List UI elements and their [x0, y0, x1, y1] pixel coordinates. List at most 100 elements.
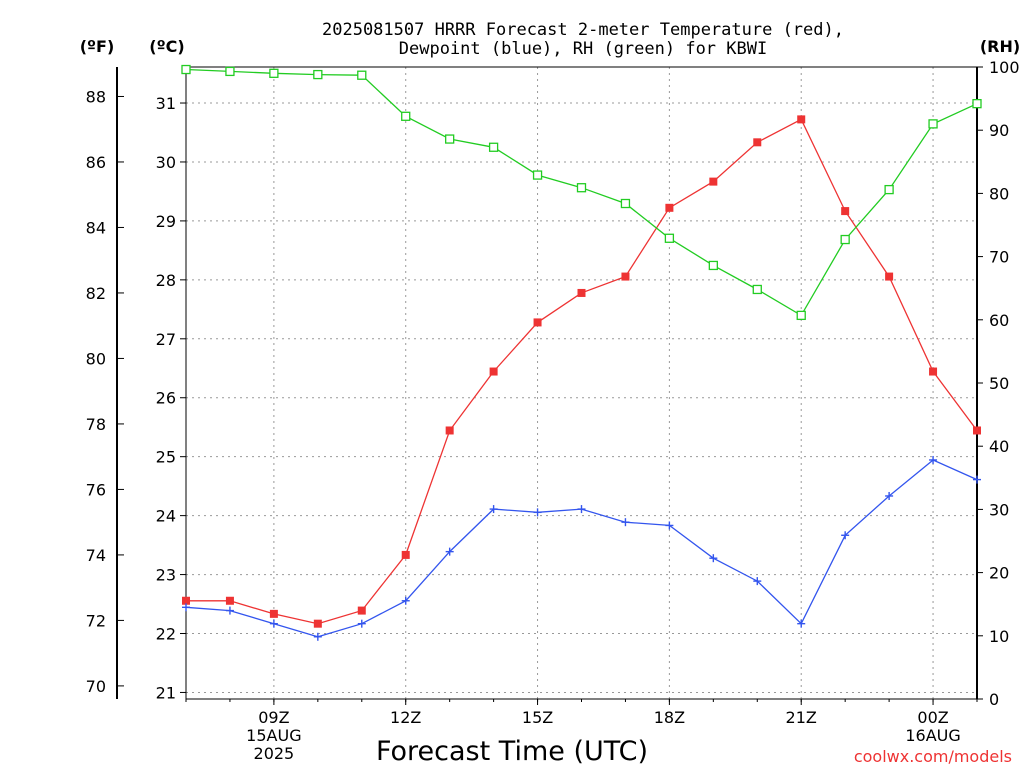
chart-title-line-2: Dewpoint (blue), RH (green) for KBWI [399, 39, 767, 59]
x-tick-label: 18Z [654, 708, 685, 727]
rh-point [840, 234, 850, 245]
temperature-point [225, 596, 234, 605]
dewpoint-point [357, 619, 366, 628]
rh-point [708, 260, 718, 271]
temperature-point [445, 426, 454, 435]
rh-tick-label: 30 [989, 500, 1009, 519]
rh-tick-label: 70 [989, 248, 1009, 267]
rh-point [576, 183, 587, 193]
c-tick-label: 21 [156, 683, 176, 702]
x-tick-label: 15AUG [246, 726, 301, 745]
x-axis-label: Forecast Time (UTC) [376, 736, 648, 767]
c-tick-label: 26 [156, 389, 176, 408]
c-tick-label: 25 [156, 448, 176, 467]
c-tick-label: 23 [156, 566, 176, 585]
rh-tick-label: 10 [989, 627, 1009, 646]
dewpoint-point [621, 518, 630, 527]
f-tick-label: 76 [86, 480, 106, 499]
rh-point [269, 68, 279, 78]
c-tick-label: 24 [156, 507, 176, 526]
temperature-point [841, 207, 850, 216]
temperature-point [753, 138, 762, 147]
c-tick-label: 31 [156, 94, 176, 113]
dewpoint-point [577, 505, 586, 514]
dewpoint-point [313, 632, 322, 641]
temperature-point [797, 115, 806, 124]
c-tick-label: 29 [156, 212, 176, 231]
dewpoint-point [797, 619, 806, 628]
c-tick-label: 28 [156, 271, 176, 290]
x-tick-label: 16AUG [905, 726, 960, 745]
c-tick-label: 22 [156, 625, 176, 644]
x-tick-label: 09Z [258, 708, 289, 727]
temperature-point [533, 318, 542, 327]
f-tick-label: 74 [86, 546, 106, 565]
temperature-point [973, 426, 981, 435]
x-tick-label: 21Z [786, 708, 817, 727]
x-tick-label: 00Z [917, 708, 948, 727]
rh-point [181, 64, 191, 75]
temperature-point [269, 609, 278, 618]
dewpoint-point [929, 455, 938, 464]
x-tick-label: 2025 [254, 744, 295, 763]
temperature-point [709, 177, 718, 186]
f-tick-label: 78 [86, 415, 106, 434]
dewpoint-point [269, 619, 278, 628]
temperature-point [577, 288, 586, 297]
rh-point [752, 284, 762, 295]
c-tick-label: 30 [156, 153, 176, 172]
dewpoint-point [841, 531, 850, 540]
rh-tick-label: 50 [989, 374, 1009, 393]
f-tick-label: 82 [86, 284, 106, 303]
rh-point [357, 70, 367, 80]
c-tick-label: 27 [156, 330, 176, 349]
f-tick-label: 70 [86, 677, 106, 696]
dewpoint-point [973, 475, 981, 484]
temperature-point [313, 619, 322, 628]
temperature-point [401, 550, 410, 559]
rh-tick-label: 80 [989, 184, 1009, 203]
f-tick-label: 86 [86, 153, 106, 172]
dewpoint-point [753, 577, 762, 586]
rh-tick-label: 60 [989, 311, 1009, 330]
series-lines [185, 68, 978, 638]
temperature-line [186, 118, 978, 625]
dewpoint-point [182, 603, 190, 612]
chart-title-line-1: 2025081507 HRRR Forecast 2-meter Tempera… [322, 20, 844, 40]
credit-text: coolwx.com/models [854, 747, 1012, 766]
dewpoint-point [885, 491, 894, 500]
rh-point [972, 99, 982, 109]
rh-point [664, 233, 675, 243]
f-tick-label: 72 [86, 611, 106, 630]
temperature-point [489, 367, 498, 376]
dewpoint-point [709, 554, 718, 563]
f-tick-label: 84 [86, 218, 106, 237]
dewpoint-line [185, 459, 978, 638]
dewpoint-point [445, 547, 454, 556]
temperature-point [357, 606, 366, 615]
rh-point [796, 310, 806, 321]
left-axis-unit-f: (ºF) [80, 37, 115, 56]
rh-point [225, 66, 235, 77]
rh-point [532, 170, 543, 180]
f-tick-label: 88 [86, 87, 106, 106]
left-axis-unit-c: (ºC) [149, 37, 184, 56]
rh-point [445, 134, 455, 144]
rh-tick-label: 100 [989, 58, 1020, 77]
x-tick-label: 12Z [390, 708, 421, 727]
temperature-point [885, 272, 894, 281]
dewpoint-point [665, 521, 674, 530]
dewpoint-point [401, 596, 410, 605]
dewpoint-point [225, 606, 234, 615]
temperature-point [665, 203, 674, 212]
temperature-point [929, 367, 938, 376]
rh-line [185, 68, 978, 317]
grid [186, 67, 977, 699]
temperature-point [621, 272, 630, 281]
rh-point [620, 198, 631, 209]
rh-tick-label: 20 [989, 564, 1009, 583]
series-markers [181, 64, 982, 641]
dewpoint-point [533, 508, 542, 517]
